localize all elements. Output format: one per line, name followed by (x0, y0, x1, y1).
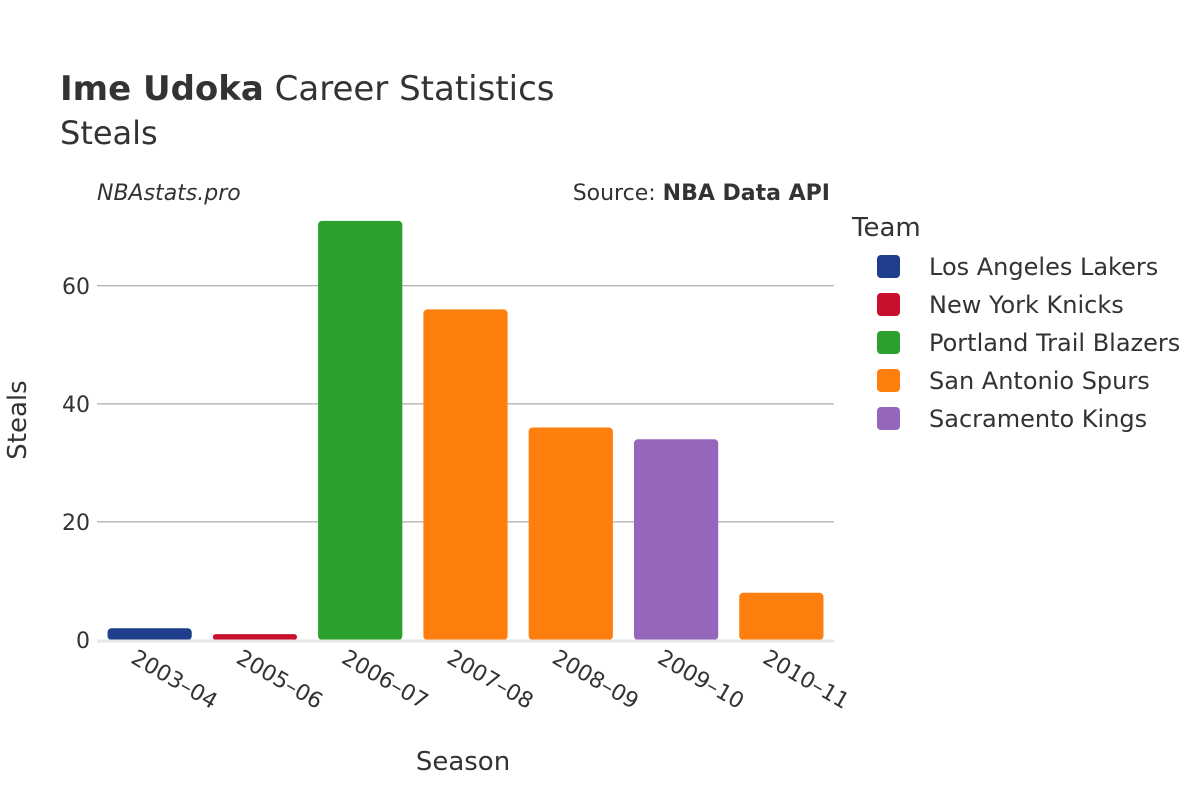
bar-2003–04 (107, 628, 192, 640)
x-tick-label: 2003–04 (127, 646, 222, 715)
legend-swatch (877, 293, 900, 316)
x-axis-label: Season (416, 747, 510, 777)
legend-swatch (877, 407, 900, 430)
legend-label: Sacramento Kings (929, 405, 1147, 433)
chart-title: Ime Udoka Career Statistics (60, 69, 555, 109)
bar-2010–11 (739, 592, 824, 640)
legend-swatch (877, 369, 900, 392)
bar-2005–06 (212, 634, 298, 640)
bar-2006–07 (318, 220, 403, 640)
legend-label: San Antonio Spurs (929, 367, 1150, 395)
y-tick-label: 40 (62, 393, 90, 418)
bar-2007–08 (423, 309, 508, 640)
y-axis-label: Steals (3, 380, 33, 459)
x-tick-label: 2007–08 (443, 646, 538, 715)
x-tick-labels: 2003–04 2005–06 2006–07 2007–08 2008–09 2009–… (127, 646, 853, 715)
legend: Los Angeles Lakers New York Knicks Portlan… (877, 253, 1180, 433)
y-tick-label: 0 (76, 629, 90, 654)
y-tick-labels: 0 20 40 60 (62, 275, 90, 654)
legend-title: Team (851, 213, 921, 243)
bar-2008–09 (528, 427, 613, 640)
source-text: Source: NBA Data API (573, 181, 830, 206)
x-tick-label: 2006–07 (337, 646, 432, 715)
x-tick-label: 2010–11 (758, 646, 853, 715)
legend-label: Portland Trail Blazers (929, 329, 1180, 357)
watermark-text: NBAstats.pro (97, 181, 241, 206)
y-tick-label: 20 (62, 511, 90, 536)
legend-label: Los Angeles Lakers (929, 253, 1158, 281)
y-tick-label: 60 (62, 275, 90, 300)
legend-label: New York Knicks (929, 291, 1124, 319)
player-name: Ime Udoka (60, 69, 264, 109)
x-tick-label: 2005–06 (232, 646, 327, 715)
bars (107, 220, 824, 640)
legend-swatch (877, 331, 900, 354)
chart-subtitle: Steals (60, 114, 158, 152)
x-tick-label: 2009–10 (653, 646, 748, 715)
title-rest: Career Statistics (275, 69, 555, 109)
legend-swatch (877, 255, 900, 278)
bar-2009–10 (633, 439, 719, 640)
source-prefix: Source: (573, 181, 663, 206)
x-tick-label: 2008–09 (548, 646, 643, 715)
source-name: NBA Data API (663, 181, 830, 206)
